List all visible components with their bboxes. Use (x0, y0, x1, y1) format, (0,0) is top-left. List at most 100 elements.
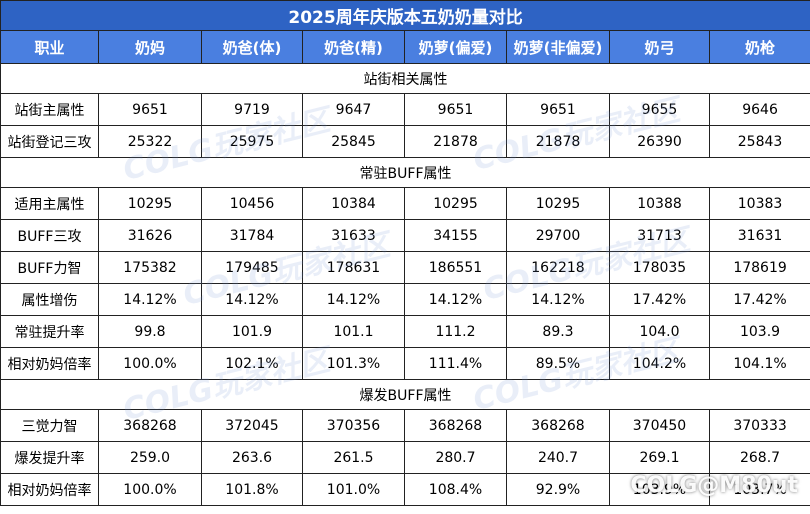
section-title: 爆发BUFF属性 (0, 379, 810, 410)
table-cell: 10384 (302, 187, 405, 220)
section-row: 爆发BUFF属性 (0, 379, 810, 410)
table-cell: 103.9% (609, 473, 710, 506)
table-cell: 21878 (404, 125, 507, 158)
header-cell: 奶妈 (98, 30, 202, 64)
table-cell: 10456 (201, 187, 303, 220)
row-label: 属性增伤 (0, 283, 99, 316)
table-cell: 178619 (708, 251, 810, 284)
table-cell: 368268 (506, 409, 610, 442)
table-cell: 14.12% (506, 283, 610, 316)
row-label: 常驻提升率 (0, 315, 99, 348)
row-label: BUFF力智 (0, 251, 99, 284)
row-label: 爆发提升率 (0, 441, 99, 474)
section-title: 常驻BUFF属性 (0, 157, 810, 188)
table-cell: 89.5% (506, 347, 610, 380)
table-cell: 14.12% (98, 283, 202, 316)
table-cell: 31784 (201, 219, 303, 252)
row-label: 站街主属性 (0, 93, 99, 126)
table-cell: 240.7 (506, 441, 610, 474)
table-row: 属性增伤 14.12% 14.12% 14.12% 14.12% 14.12% 17.42%… (0, 283, 810, 316)
table-cell: 178631 (302, 251, 405, 284)
table-cell: 25322 (98, 125, 202, 158)
section-row: 站街相关属性 (0, 63, 810, 94)
table-cell: 99.8 (98, 315, 202, 348)
table-cell: 9651 (404, 93, 507, 126)
table-cell: 31631 (708, 219, 810, 252)
table-cell: 9651 (506, 93, 610, 126)
table-cell: 186551 (404, 251, 507, 284)
table-cell: 108.4% (404, 473, 507, 506)
table-cell: 103.7% (708, 473, 810, 506)
table-cell: 101.9 (201, 315, 303, 348)
table-cell: 175382 (98, 251, 202, 284)
table-cell: 370333 (708, 409, 810, 442)
header-cell: 奶爸(体) (201, 30, 303, 64)
table-cell: 31626 (98, 219, 202, 252)
table-row: 相对奶妈倍率 100.0% 102.1% 101.3% 111.4% 89.5% 104.2… (0, 347, 810, 380)
table-cell: 25975 (201, 125, 303, 158)
table-row: 站街主属性 9651 9719 9647 9651 9651 9655 9646 (0, 93, 810, 126)
header-cell: 奶萝(偏爱) (404, 30, 507, 64)
table-cell: 14.12% (201, 283, 303, 316)
table-row: BUFF力智 175382 179485 178631 186551 162218 1780… (0, 251, 810, 284)
table-cell: 178035 (609, 251, 710, 284)
table-cell: 34155 (404, 219, 507, 252)
header-cell: 奶枪 (708, 30, 810, 64)
table-cell: 370450 (609, 409, 710, 442)
table-cell: 17.42% (609, 283, 710, 316)
table-cell: 10388 (609, 187, 710, 220)
table-cell: 9655 (609, 93, 710, 126)
row-label: 站街登记三攻 (0, 125, 99, 158)
row-label: 三觉力智 (0, 409, 99, 442)
table-cell: 104.1% (708, 347, 810, 380)
table-cell: 26390 (609, 125, 710, 158)
table-row: 爆发提升率 259.0 263.6 261.5 280.7 240.7 269.1 268.7 (0, 441, 810, 474)
table-cell: 111.4% (404, 347, 507, 380)
table-row: 站街登记三攻 25322 25975 25845 21878 21878 26390 2584… (0, 125, 810, 158)
section-row: 常驻BUFF属性 (0, 157, 810, 188)
table-cell: 102.1% (201, 347, 303, 380)
table-cell: 179485 (201, 251, 303, 284)
table-row: BUFF三攻 31626 31784 31633 34155 29700 31713 3163… (0, 219, 810, 252)
table-cell: 111.2 (404, 315, 507, 348)
table-cell: 9719 (201, 93, 303, 126)
header-cell: 奶弓 (609, 30, 710, 64)
table-cell: 368268 (98, 409, 202, 442)
table-cell: 101.0% (302, 473, 405, 506)
table-cell: 101.8% (201, 473, 303, 506)
table-title: 2025周年庆版本五奶奶量对比 (0, 0, 810, 31)
table-cell: 263.6 (201, 441, 303, 474)
table-cell: 31633 (302, 219, 405, 252)
title-row: 2025周年庆版本五奶奶量对比 (0, 0, 810, 31)
row-label: 相对奶妈倍率 (0, 347, 99, 380)
table-cell: 101.1 (302, 315, 405, 348)
table-cell: 25845 (302, 125, 405, 158)
table-cell: 9651 (98, 93, 202, 126)
table-cell: 31713 (609, 219, 710, 252)
table-row: 三觉力智 368268 372045 370356 368268 368268 370450… (0, 409, 810, 442)
table-cell: 104.0 (609, 315, 710, 348)
table-cell: 92.9% (506, 473, 610, 506)
row-label: BUFF三攻 (0, 219, 99, 252)
table-cell: 14.12% (404, 283, 507, 316)
table-cell: 269.1 (609, 441, 710, 474)
table-cell: 89.3 (506, 315, 610, 348)
table-cell: 29700 (506, 219, 610, 252)
table-cell: 368268 (404, 409, 507, 442)
table-cell: 268.7 (708, 441, 810, 474)
table-cell: 17.42% (708, 283, 810, 316)
header-row: 职业 奶妈 奶爸(体) 奶爸(精) 奶萝(偏爱) 奶萝(非偏爱) 奶弓 奶枪 (0, 30, 810, 64)
table-row: 适用主属性 10295 10456 10384 10295 10295 10388 10383 (0, 187, 810, 220)
table-cell: 100.0% (98, 473, 202, 506)
table-cell: 21878 (506, 125, 610, 158)
header-cell-label: 职业 (0, 30, 99, 64)
table-cell: 103.9 (708, 315, 810, 348)
table-cell: 10295 (506, 187, 610, 220)
table-cell: 370356 (302, 409, 405, 442)
table-cell: 162218 (506, 251, 610, 284)
table-cell: 280.7 (404, 441, 507, 474)
table-cell: 14.12% (302, 283, 405, 316)
table-cell: 9646 (708, 93, 810, 126)
table-cell: 104.2% (609, 347, 710, 380)
